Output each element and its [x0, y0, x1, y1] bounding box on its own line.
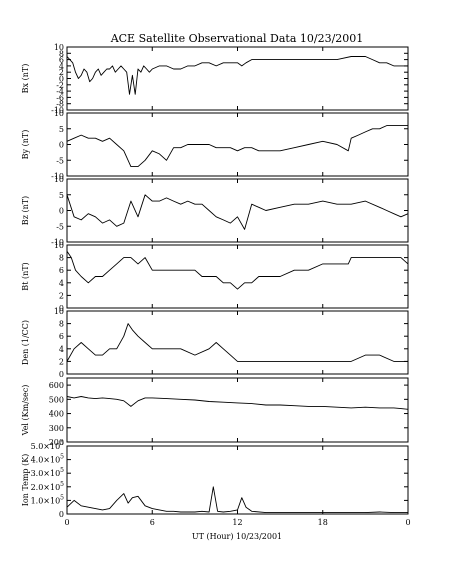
- ytick-exponent: 5: [60, 494, 64, 501]
- panel-den-frame: [66, 310, 409, 375]
- panel-vel-ytick-label: 600: [49, 381, 64, 390]
- panel-bx-series: [66, 56, 408, 95]
- panel-bx-ytick-label: -6: [56, 93, 64, 102]
- x-tick-label: 18: [318, 518, 328, 527]
- panel-vel-frame: [66, 377, 409, 443]
- panel-bx-ytick-label: 0: [59, 75, 64, 84]
- panel-bx-ytick-label: 6: [59, 56, 64, 65]
- panel-bz-ytick-label: -10: [51, 238, 64, 247]
- panel-bt-ytick-label: 0: [59, 304, 64, 313]
- panel-temp-series: [66, 486, 408, 514]
- ytick-mantissa: 1.0×10: [31, 496, 61, 505]
- panel-temp-ytick-label: 1.0×105: [31, 494, 65, 505]
- ytick-exponent: 5: [60, 467, 64, 474]
- panel-by-ytick-label: 0: [59, 141, 64, 150]
- panel-bx-ytick-label: -8: [56, 100, 64, 109]
- panel-bt-ytick-label: 4: [59, 279, 64, 288]
- ytick-mantissa: 4.0×10: [31, 456, 61, 465]
- panel-by-ylabel: By (nT): [21, 130, 30, 160]
- panel-bx-ytick-label: 8: [59, 49, 64, 58]
- ytick-exponent: 5: [60, 481, 64, 488]
- panel-bx-ytick-label: 4: [59, 62, 64, 71]
- ytick-exponent: 5: [60, 440, 64, 447]
- x-tick-label: 6: [150, 518, 155, 527]
- panel-temp-ytick-label: 2.0×105: [31, 481, 65, 492]
- panel-bt-series: [66, 251, 409, 290]
- panel-bz: -10 -5 0 5 10 Bz (nT): [21, 175, 409, 247]
- panel-den-ytick-label: 8: [59, 320, 64, 329]
- panel-bt-ylabel: Bt (nT): [21, 262, 30, 290]
- panel-den-ytick-label: 4: [59, 345, 64, 354]
- ytick-mantissa: 2.0×10: [31, 483, 61, 492]
- panel-den-ytick-label: 2: [59, 357, 64, 366]
- panel-bz-ytick-label: 5: [59, 191, 64, 200]
- panel-by-ytick-label: 10: [54, 109, 64, 118]
- panel-vel-ytick-label: 200: [49, 438, 64, 447]
- panel-temp-ytick-label: 0: [59, 510, 64, 519]
- panel-bz-series: [66, 194, 409, 230]
- panel-by-series: [66, 125, 408, 168]
- x-tick-label: 0: [405, 518, 410, 527]
- panel-by-ytick-label: 5: [59, 125, 64, 134]
- panel-temp-frame: [66, 445, 409, 515]
- panel-bz-ytick-label: -5: [56, 222, 64, 231]
- panel-by-ytick-label: -10: [51, 172, 64, 181]
- panel-bt-frame: [66, 244, 409, 309]
- panel-temp-ylabel: Ion Temp (K): [21, 454, 30, 507]
- panel-by: -10 -5 0 5 10 By (nT): [21, 109, 409, 181]
- panel-vel-series: [66, 396, 409, 410]
- panel-den-ytick-label: 10: [54, 307, 64, 316]
- panel-bt-ytick-label: 2: [59, 291, 64, 300]
- x-axis-label: UT (Hour) 10/23/2001: [192, 532, 282, 541]
- panel-den-series: [66, 323, 408, 362]
- x-tick-label: 0: [64, 518, 69, 527]
- panel-bt: 0 2 4 6 8 10 Bt (nT): [21, 241, 409, 313]
- panel-bz-ytick-label: 0: [59, 207, 64, 216]
- panel-den-ytick-label: 0: [59, 370, 64, 379]
- panel-vel-ytick-label: 500: [49, 395, 64, 404]
- panel-bt-ytick-label: 10: [54, 241, 64, 250]
- panel-vel-ylabel: Vel (Km/sec): [21, 385, 30, 437]
- panel-bt-ytick-label: 8: [59, 254, 64, 263]
- panel-bx-ytick-label: -4: [56, 87, 64, 96]
- x-tick-label: 12: [232, 518, 242, 527]
- panel-bz-frame: [66, 178, 409, 243]
- panel-temp-ytick-label: 3.0×105: [31, 467, 65, 478]
- panel-by-frame: [66, 112, 409, 177]
- panel-vel-ytick-label: 400: [49, 410, 64, 419]
- panel-bx-ytick-label: 2: [59, 68, 64, 77]
- panel-bx-ytick-label: 10: [54, 43, 64, 52]
- panel-bz-ytick-label: 10: [54, 175, 64, 184]
- ytick-mantissa: 0: [59, 510, 64, 519]
- panel-temp-ytick-label: 4.0×105: [31, 454, 65, 465]
- panel-vel: 200 300 400 500 600 Vel (Km/sec): [21, 377, 409, 447]
- panel-bx-ytick-label: -10: [51, 106, 64, 115]
- panel-den: 0 2 4 6 8 10 Den (1/CC): [21, 307, 409, 379]
- panel-bt-ytick-label: 6: [59, 266, 64, 275]
- ytick-exponent: 5: [60, 454, 64, 461]
- chart-title: ACE Satellite Observational Data 10/23/2…: [110, 32, 364, 45]
- panel-bx-ylabel: Bx (nT): [21, 64, 30, 94]
- panel-vel-ytick-label: 300: [49, 424, 64, 433]
- panel-temp: 01.0×1052.0×1053.0×1054.0×1055.0×105Ion …: [21, 440, 409, 519]
- panel-by-ytick-label: -5: [56, 156, 64, 165]
- x-axis-ticks: 0 6 12 18 0: [64, 518, 410, 527]
- ytick-mantissa: 3.0×10: [31, 469, 61, 478]
- panel-den-ytick-label: 6: [59, 332, 64, 341]
- panel-bz-ylabel: Bz (nT): [21, 196, 30, 225]
- panel-bx-ytick-label: -2: [56, 81, 64, 90]
- ytick-mantissa: 5.0×10: [31, 442, 61, 451]
- panel-den-ylabel: Den (1/CC): [21, 320, 30, 365]
- panel-temp-ytick-label: 5.0×105: [31, 440, 65, 451]
